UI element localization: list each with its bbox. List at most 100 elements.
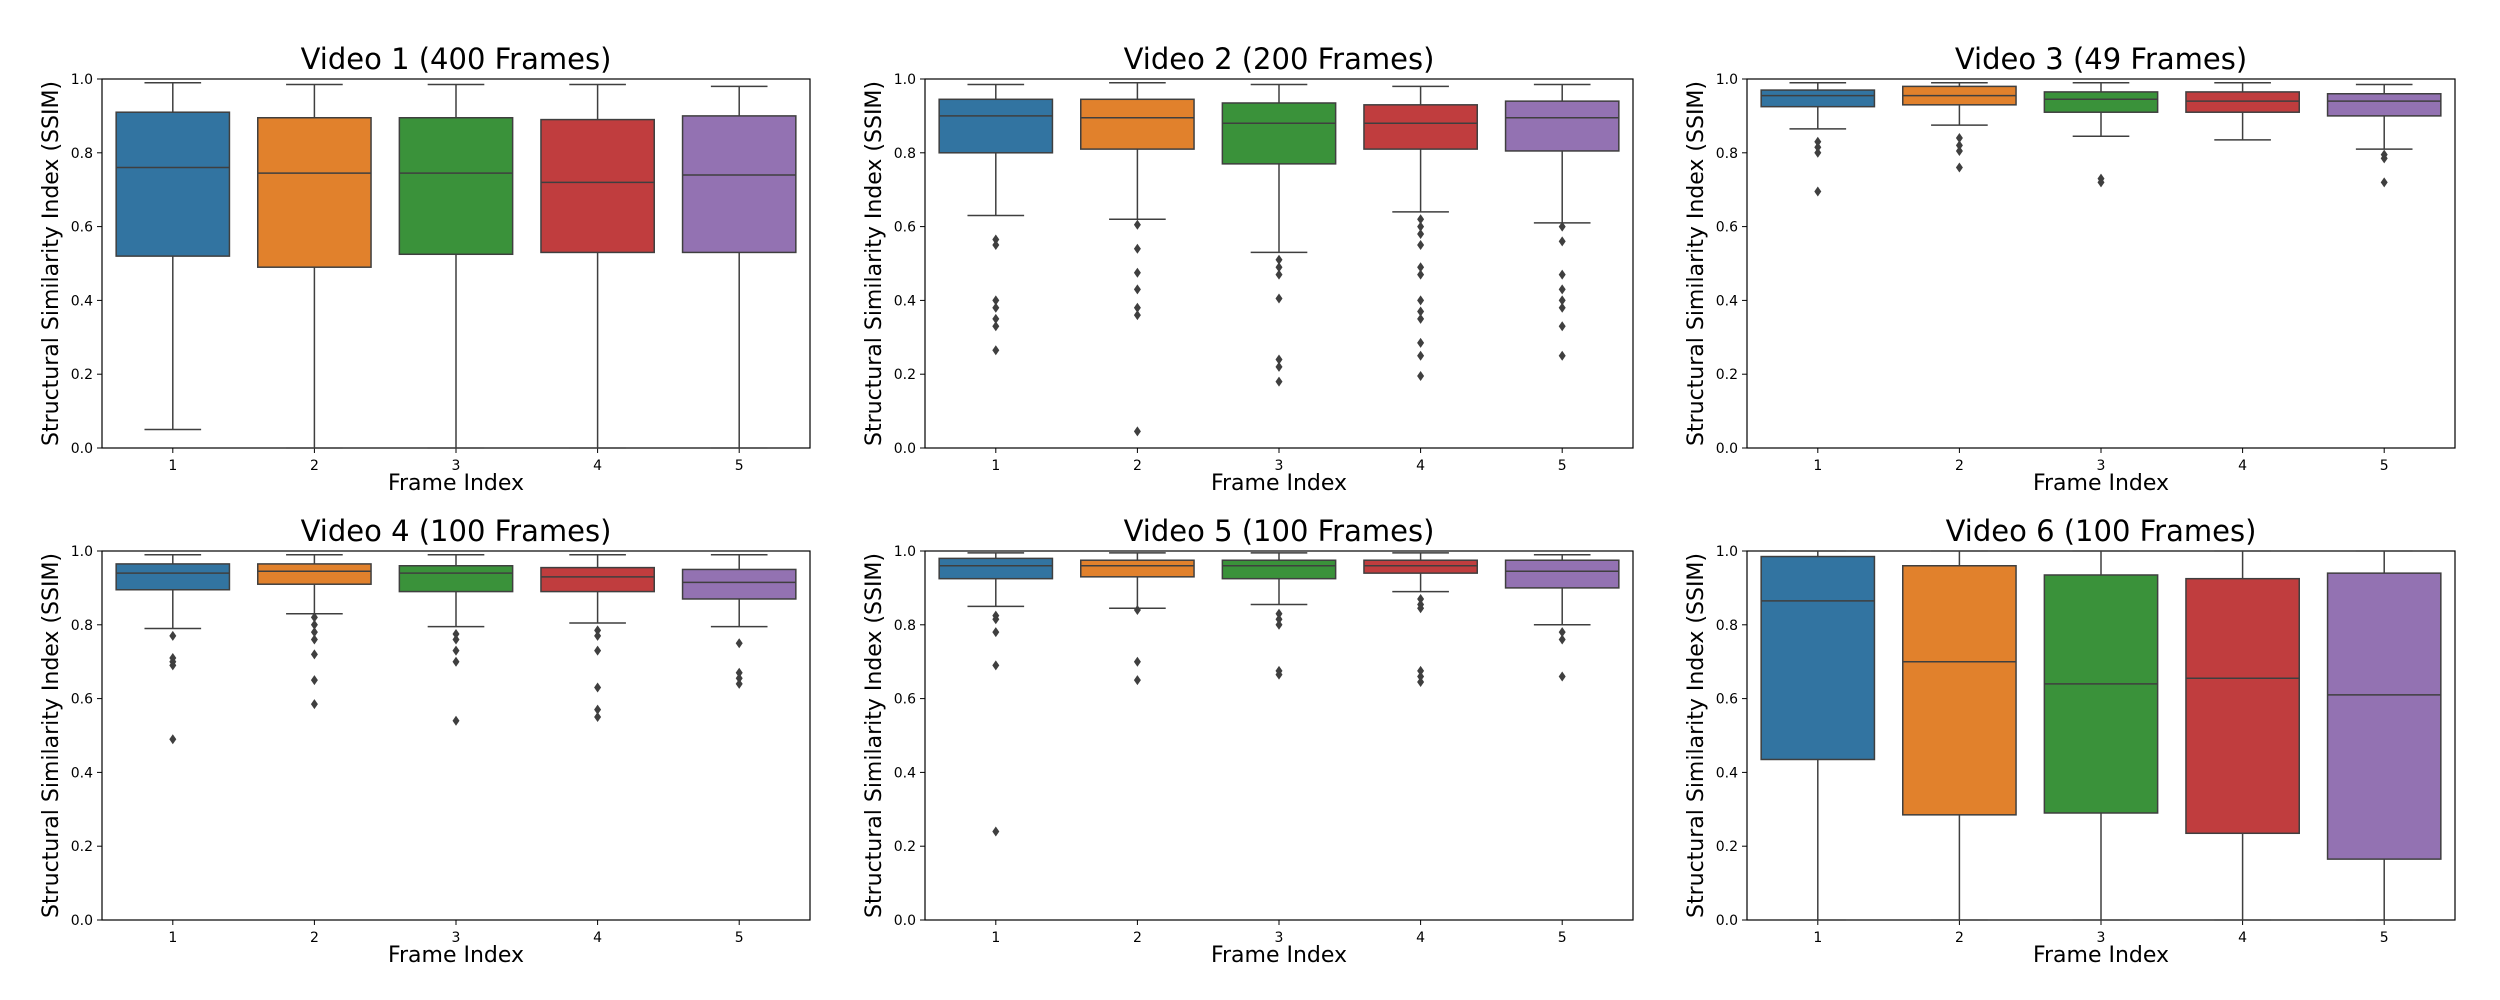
panel-5-box-4-flier	[1417, 665, 1425, 676]
panel-2-box-4-flier	[1417, 228, 1425, 239]
panel-4-box-4-flier	[594, 682, 602, 693]
panel-5-box-3-flier	[1275, 608, 1283, 619]
panel-6-box-1-body	[1760, 555, 1876, 761]
panel-1-box-2-body	[257, 116, 372, 268]
panel-1-y-tick-label: 0.6	[71, 220, 93, 236]
panel-5-x-axis-label: Frame Index	[1211, 943, 1347, 968]
panel-2-box-1-body	[938, 98, 1054, 154]
panel-4-box-2-flier	[310, 627, 318, 638]
panel-1-y-tick-label: 0.0	[71, 441, 93, 457]
panel-3-title: Video 3 (49 Frames)	[1955, 42, 2247, 76]
panel-4-box-3-body	[398, 565, 514, 593]
panel-4-box-3-flier	[452, 656, 460, 667]
panel-2-box-4-flier	[1417, 214, 1425, 225]
panel-5-x-tick-label: 3	[1275, 930, 1284, 946]
panel-2-box-3-flier	[1275, 376, 1283, 387]
panel-6-x-axis-label: Frame Index	[2033, 943, 2169, 968]
panel-4-box-1-flier	[169, 734, 177, 745]
panel-2-box-1-flier	[992, 234, 1000, 245]
panel-2-y-tick-label: 0.4	[894, 293, 916, 309]
panel-2-x-axis-label: Frame Index	[1211, 471, 1347, 496]
panel-4-box-4-flier	[594, 625, 602, 636]
panel-4-y-tick-label: 1.0	[71, 544, 93, 560]
panel-5-y-tick-label: 1.0	[894, 544, 916, 560]
panel-2-box-5-flier	[1558, 284, 1566, 295]
panel-2-box-2-body	[1080, 98, 1195, 150]
panel-2-x-tick-label: 3	[1275, 458, 1284, 474]
panel-4-box-5-body	[681, 568, 797, 600]
panel-2-box-5-flier	[1558, 236, 1566, 247]
panel-1-box-1-body	[115, 111, 231, 257]
panel-3-y-axis-label: Structural Similarity Index (SSIM)	[1684, 81, 1709, 446]
panel-5-y-tick-label: 0.2	[894, 839, 916, 855]
panel-2-x-tick-label: 4	[1416, 458, 1425, 474]
panel-5-box-4-flier	[1417, 603, 1425, 614]
panel-5-box-4-flier	[1417, 676, 1425, 687]
panel-4-y-tick-label: 0.0	[71, 913, 93, 929]
panel-6-box-2-body	[1902, 565, 2017, 816]
panel-2-box-5-flier	[1558, 321, 1566, 332]
panel-2-box-4-flier	[1417, 295, 1425, 306]
panel-2-y-axis-label: Structural Similarity Index (SSIM)	[862, 81, 887, 446]
panel-5-box-1-flier	[992, 826, 1000, 837]
panel-2-box-5-flier	[1558, 302, 1566, 313]
panel-4-box-4-flier	[594, 645, 602, 656]
panel-2-box-1-flier	[992, 313, 1000, 324]
panel-6-y-tick-label: 0.0	[1716, 913, 1738, 929]
panel-5-y-tick-label: 0.6	[894, 692, 916, 708]
panel-1-y-tick-label: 1.0	[71, 72, 93, 88]
panel-4-box-2-flier	[310, 619, 318, 630]
panel-1-x-tick-label: 3	[452, 458, 461, 474]
panel-2-x-tick-label: 5	[1558, 458, 1567, 474]
panel-5-box-3-flier	[1275, 669, 1283, 680]
panel-5-box-3-flier	[1275, 614, 1283, 625]
panel-2-box-3-body	[1221, 102, 1337, 165]
panel-3-box-4-body	[2185, 91, 2300, 113]
panel-6-box-5-body	[2326, 572, 2442, 860]
panel-2-box-3-flier	[1275, 361, 1283, 372]
panel-5-x-tick-label: 4	[1416, 930, 1425, 946]
panel-4-box-5-flier	[735, 673, 743, 684]
panel-5-box-1-body	[938, 557, 1054, 580]
panel-2-box-4-flier	[1417, 371, 1425, 382]
panel-1-y-axis-label: Structural Similarity Index (SSIM)	[39, 81, 64, 446]
panel-2-y-tick-label: 0.0	[894, 441, 916, 457]
panel-3-y-tick-label: 0.2	[1716, 367, 1738, 383]
panel-4-box-4-flier	[594, 630, 602, 641]
panel-5-box-4-body	[1363, 559, 1478, 574]
panel-4-box-1-flier	[169, 630, 177, 641]
panel-1-x-tick-label: 1	[168, 458, 177, 474]
panel-1-x-axis-label: Frame Index	[388, 471, 524, 496]
panel-2-box-5-flier	[1558, 221, 1566, 232]
panel-2-box-1-flier	[992, 345, 1000, 356]
panel-1-x-tick-label: 5	[735, 458, 744, 474]
panel-6-y-tick-label: 0.6	[1716, 692, 1738, 708]
panel-3-box-2-flier	[1955, 145, 1963, 156]
panel-5-box-2-body	[1080, 559, 1195, 578]
panel-5-box-3-body	[1221, 559, 1337, 580]
panel-4-x-tick-label: 4	[593, 930, 602, 946]
panel-6-y-tick-label: 0.8	[1716, 618, 1738, 634]
panel-5-box-5-flier	[1558, 634, 1566, 645]
panel-3-box-2-flier	[1955, 162, 1963, 173]
panel-3-y-tick-label: 0.0	[1716, 441, 1738, 457]
panel-3-box-5-flier	[2380, 177, 2388, 188]
panel-2-y-tick-label: 1.0	[894, 72, 916, 88]
panel-2-y-tick-label: 0.8	[894, 146, 916, 162]
panel-4-box-2-flier	[310, 699, 318, 710]
panel-3-box-1-flier	[1814, 186, 1822, 197]
panel-5-x-tick-label: 5	[1558, 930, 1567, 946]
panel-3-x-tick-label: 3	[2097, 458, 2106, 474]
panel-2-x-tick-label: 1	[991, 458, 1000, 474]
panel-2-box-1-flier	[992, 321, 1000, 332]
panel-4-box-2-body	[257, 563, 372, 585]
panel-2-box-5-body	[1504, 100, 1620, 152]
panel-1-y-tick-label: 0.8	[71, 146, 93, 162]
panel-5-y-tick-label: 0.0	[894, 913, 916, 929]
panel-1-y-tick-label: 0.4	[71, 293, 93, 309]
panel-4-box-1-flier	[169, 660, 177, 671]
panel-4-x-tick-label: 5	[735, 930, 744, 946]
panel-3-box-2-flier	[1955, 133, 1963, 144]
panel-3-y-tick-label: 0.4	[1716, 293, 1738, 309]
panel-4-box-5-flier	[735, 638, 743, 649]
